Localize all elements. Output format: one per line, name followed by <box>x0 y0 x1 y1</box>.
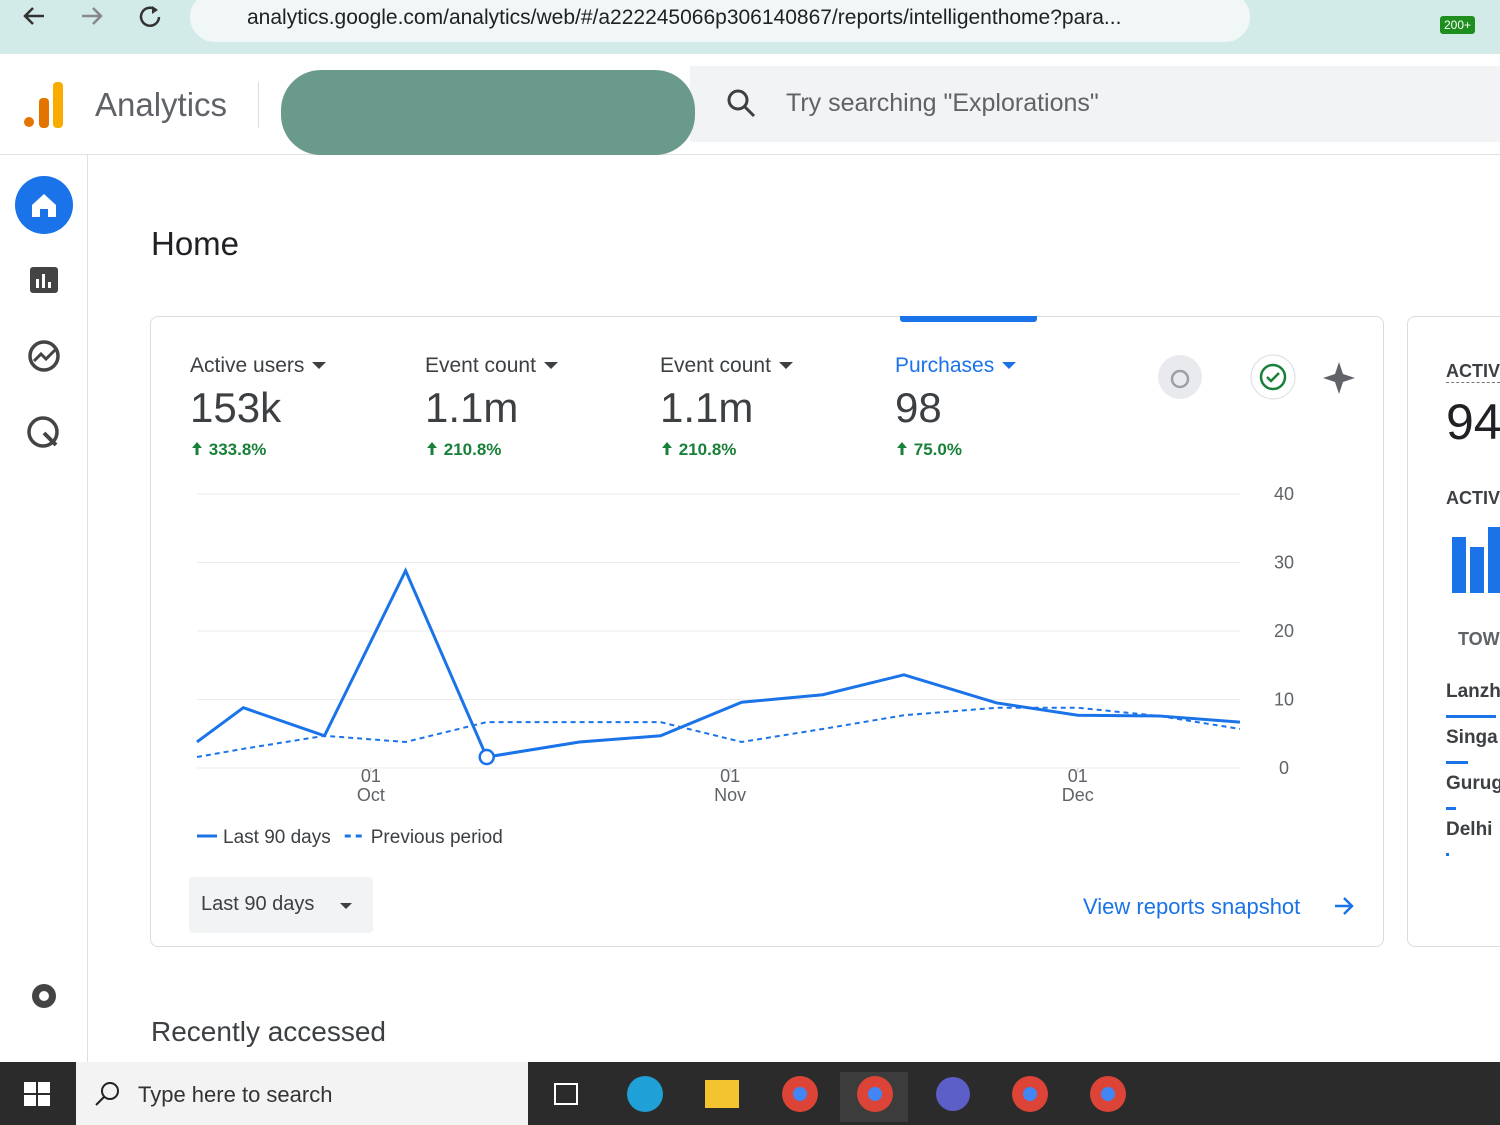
metric-label[interactable]: Purchases <box>895 354 1115 378</box>
metric-label[interactable]: Active users <box>190 354 410 378</box>
nav-buttons[interactable] <box>20 4 170 32</box>
overview-card <box>150 316 1384 947</box>
url: analytics.google.com/analytics/web/#/a22… <box>247 6 1122 29</box>
metric: Event count 1.1m 210.8% <box>425 354 645 460</box>
metric: Event count 1.1m 210.8% <box>660 354 880 460</box>
realtime-card: ACTIV 94 ACTIV TOW Lanzh Singa Gurug Delhi <box>1407 316 1500 947</box>
city: Lanzh <box>1446 681 1500 702</box>
app-name: Analytics <box>95 86 228 123</box>
card-actions[interactable] <box>1155 352 1355 402</box>
metric-value: 153k <box>190 384 282 431</box>
browser-bar: analytics.google.com/analytics/web/#/a22… <box>0 0 1500 54</box>
app-header: Analytics Try searching "Explorations" <box>0 54 1500 155</box>
metric-value: 1.1m <box>425 384 519 431</box>
metric-label[interactable]: Event count <box>425 354 645 378</box>
y-tick-label: 0 <box>1279 758 1289 778</box>
metric-change-row: 210.8% <box>425 440 645 460</box>
metric-change: 210.8% <box>678 440 737 459</box>
logo <box>24 82 63 128</box>
page-title: Home <box>151 225 240 262</box>
panel-heading: ACTIV <box>1446 488 1500 508</box>
legend-label: Previous period <box>371 827 503 848</box>
y-tick-label: 30 <box>1274 553 1294 573</box>
arrow-icon <box>1335 897 1354 915</box>
taskbar: Type here to search <box>0 1062 1500 1125</box>
metric-change: 75.0% <box>913 440 962 459</box>
metric-change: 333.8% <box>208 440 267 459</box>
city-bar <box>1446 761 1468 764</box>
extension-badge[interactable]: 200+ <box>1440 16 1476 34</box>
metric-change: 210.8% <box>443 440 502 459</box>
metric: Purchases 98 75.0% <box>895 354 1115 460</box>
redaction <box>281 70 695 155</box>
legend-label: Last 90 days <box>223 827 331 848</box>
metric-value: 98 <box>895 384 942 431</box>
y-tick-label: 20 <box>1274 621 1294 641</box>
city: Singa <box>1446 727 1498 748</box>
search-placeholder: Try searching "Explorations" <box>786 89 1099 117</box>
metric: Active users 153k 333.8% <box>190 354 410 460</box>
panel-value: 94 <box>1446 394 1500 450</box>
series-line <box>196 706 1241 759</box>
search-box[interactable]: Try searching "Explorations" <box>690 66 1500 142</box>
metric-change-row: 333.8% <box>190 440 410 460</box>
snapshot-link[interactable]: View reports snapshot <box>1083 894 1301 919</box>
panel-bars <box>1452 527 1500 593</box>
active-tab-indicator <box>900 316 1037 322</box>
metric-value: 1.1m <box>660 384 754 431</box>
city-bar <box>1446 715 1496 718</box>
metric-change-row: 75.0% <box>895 440 1115 460</box>
city: Gurug <box>1446 773 1500 794</box>
section-title: Recently accessed <box>151 1016 387 1047</box>
line-chart: 0 10 20 30 40 01 Oct 01 Nov 01 Dec Last 90 days Prev… <box>196 484 1294 848</box>
side-nav <box>0 155 88 1063</box>
x-tick-label: 01 Oct <box>357 766 385 805</box>
taskbar-search[interactable]: Type here to search <box>76 1062 528 1125</box>
city-bar <box>1446 853 1449 856</box>
series-line <box>196 567 1241 759</box>
x-tick-label: 01 Nov <box>714 766 746 805</box>
panel-heading: TOW <box>1458 629 1500 649</box>
date-range-button[interactable]: Last 90 days <box>189 877 373 933</box>
metric-label[interactable]: Event count <box>660 354 880 378</box>
taskbar-search-text: Type here to search <box>138 1082 333 1107</box>
metric-change-row: 210.8% <box>660 440 880 460</box>
start-button[interactable] <box>24 1082 52 1108</box>
x-tick-label: 01 Dec <box>1062 766 1094 805</box>
panel-heading: ACTIV <box>1446 361 1500 383</box>
nav-icons[interactable] <box>0 155 87 1063</box>
y-tick-label: 40 <box>1274 484 1294 504</box>
y-tick-label: 10 <box>1274 690 1294 710</box>
city-bar <box>1446 807 1456 810</box>
city: Delhi <box>1446 819 1493 840</box>
taskbar-apps[interactable] <box>550 1072 1250 1122</box>
url-box[interactable]: analytics.google.com/analytics/web/#/a22… <box>190 0 1250 42</box>
date-range: Last 90 days <box>201 893 315 915</box>
highlight-point <box>478 748 495 766</box>
